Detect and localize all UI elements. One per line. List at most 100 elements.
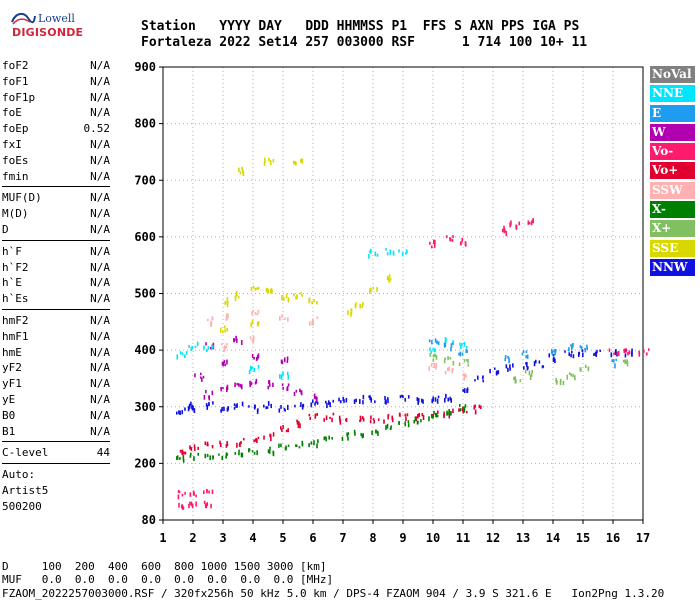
echo-mark-x (625, 361, 627, 364)
echo-mark-sse (251, 320, 254, 325)
echo-mark-nnw (507, 367, 509, 372)
param-value: N/A (90, 313, 110, 327)
echo-mark-vo (443, 413, 445, 419)
echo-mark-w (272, 382, 274, 388)
echo-mark-nne (279, 374, 281, 379)
echo-mark-x (514, 380, 517, 384)
echo-mark-vo (189, 501, 191, 506)
echo-mark-e (466, 350, 468, 353)
divider (2, 239, 110, 241)
echo-mark-nnw (564, 350, 566, 353)
echo-mark-nne (212, 345, 214, 349)
echo-mark-e (571, 343, 574, 348)
param-row: hmF1 N/A (2, 329, 110, 345)
echo-mark-vo (269, 433, 271, 438)
param-row: h`F2 N/A (2, 260, 110, 276)
echo-mark-x (466, 359, 468, 362)
echo-mark-w (281, 383, 284, 387)
echo-mark-nnw (359, 399, 361, 404)
echo-mark-nnw (466, 387, 469, 391)
echo-mark-vo (433, 243, 436, 248)
echo-mark-x (176, 455, 179, 460)
echo-mark-vo (359, 415, 362, 419)
echo-mark-vo (452, 408, 454, 414)
echo-mark-ssw (448, 366, 450, 372)
echo-mark-w (249, 383, 252, 388)
echo-mark-nne (179, 351, 182, 355)
echo-mark-nnw (631, 348, 633, 352)
echo-mark-ssw (256, 312, 259, 316)
echo-mark-x (467, 359, 469, 364)
echo-mark-nnw (450, 398, 452, 403)
echo-mark-vo (181, 449, 184, 453)
echo-mark-sse (257, 286, 260, 290)
param-row: foF2 N/A (2, 58, 110, 74)
echo-mark-nnw (610, 352, 613, 358)
echo-mark-nnw (476, 375, 479, 380)
echo-mark-vo (299, 423, 301, 429)
echo-mark-vo (528, 222, 531, 225)
x-tick-label: 9 (399, 531, 406, 545)
echo-mark-vo (206, 489, 208, 492)
echo-mark-ssw (257, 309, 260, 314)
echo-mark-ssw (287, 317, 289, 322)
echo-mark-vo (461, 237, 464, 243)
echo-mark-w (299, 388, 301, 393)
echo-mark-nnw (220, 409, 222, 413)
echo-mark-x (398, 422, 400, 425)
x-tick-label: 2 (189, 531, 196, 545)
echo-mark-w (226, 359, 228, 365)
echo-mark-vo (272, 432, 275, 437)
echo-mark-x (452, 360, 455, 366)
echo-mark-x (362, 433, 364, 438)
c-level-label: C-level (2, 446, 49, 460)
echo-mark-nnw (482, 379, 485, 383)
echo-mark-vo (387, 413, 390, 417)
echo-mark-vo (518, 221, 520, 226)
x-tick-label: 8 (369, 531, 376, 545)
echo-mark-e (504, 354, 507, 359)
echo-mark-sse (235, 292, 238, 297)
echo-mark-x (530, 372, 533, 377)
param-group-profile: hmF2 N/A hmF1 N/A hmE N/A yF2 N/A yF1 N/A yE N/A B0 N… (2, 313, 110, 439)
param-value: N/A (90, 207, 110, 221)
echo-mark-e (614, 363, 616, 369)
echo-mark-w (268, 383, 271, 387)
echo-mark-nnw (489, 368, 491, 374)
echo-mark-ssw (435, 362, 438, 368)
legend-item: Vo- (650, 143, 695, 161)
echo-mark-w (250, 381, 253, 386)
echo-mark-vo (480, 405, 482, 409)
echo-mark-x (317, 439, 319, 444)
echo-mark-w (235, 335, 237, 341)
echo-mark-x (559, 378, 562, 383)
echo-mark-nnw (497, 370, 500, 375)
echo-mark-nne (392, 250, 395, 255)
echo-mark-x (316, 443, 318, 449)
logo-swirl-icon (11, 12, 36, 25)
echo-mark-x (443, 359, 446, 364)
param-name: B0 (2, 408, 16, 422)
echo-mark-nnw (434, 397, 437, 402)
echo-mark-vo (236, 442, 238, 448)
echo-mark-x (432, 354, 435, 358)
echo-mark-e (526, 354, 529, 359)
echo-mark-nnw (599, 349, 602, 352)
echo-mark-e (580, 346, 583, 350)
param-value: N/A (90, 345, 110, 359)
echo-mark-nnw (572, 354, 575, 359)
echo-mark-nne (386, 252, 389, 256)
echo-mark-x (269, 446, 271, 450)
param-value: N/A (90, 276, 110, 290)
echo-mark-ssw (311, 320, 314, 326)
echo-mark-e (504, 358, 507, 362)
logo-lowell: Lowell (38, 12, 75, 25)
echo-mark-nne (190, 347, 193, 351)
echo-mark-sse (238, 167, 240, 172)
echo-mark-nnw (256, 409, 259, 414)
legend: NoVal NNE E W Vo- Vo+ SSW X- X+ SSE NNW (650, 66, 695, 278)
echo-mark-sse (295, 161, 297, 166)
echo-mark-x (325, 437, 328, 442)
echo-mark-vo (466, 410, 468, 414)
x-tick-label: 16 (606, 531, 620, 545)
